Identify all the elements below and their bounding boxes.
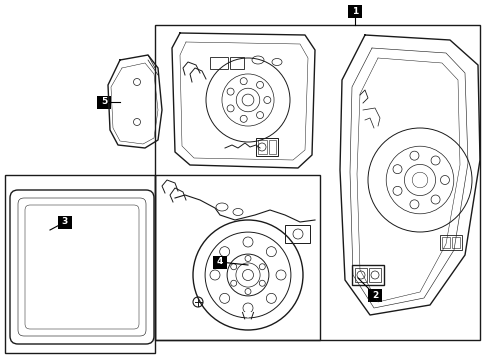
Bar <box>229 57 244 69</box>
Bar <box>268 140 275 154</box>
Text: 1: 1 <box>351 7 357 16</box>
Bar <box>354 268 366 282</box>
Bar <box>58 216 72 229</box>
Bar <box>367 289 381 302</box>
Bar <box>351 265 383 285</box>
Bar <box>5 175 155 353</box>
Bar <box>439 235 461 250</box>
Bar <box>368 268 380 282</box>
Text: 4: 4 <box>216 257 223 266</box>
Text: 2: 2 <box>371 291 377 300</box>
Bar <box>209 57 227 69</box>
Bar <box>97 96 111 109</box>
Bar <box>441 237 449 248</box>
Bar <box>155 25 479 340</box>
Bar <box>213 256 226 269</box>
Bar <box>285 225 309 243</box>
Bar <box>258 140 266 154</box>
Bar <box>155 175 319 340</box>
Text: 5: 5 <box>101 98 107 107</box>
Bar <box>347 5 361 18</box>
Wedge shape <box>243 311 252 318</box>
Bar <box>451 237 459 248</box>
Bar <box>256 138 278 156</box>
Text: 3: 3 <box>62 217 68 226</box>
